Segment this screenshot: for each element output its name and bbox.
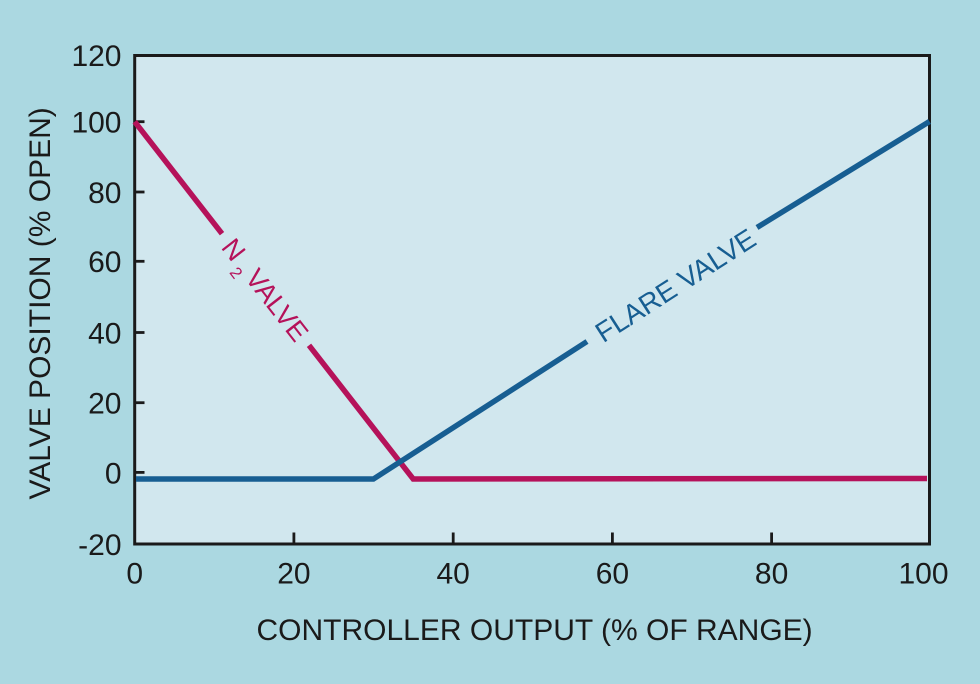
svg-text:60: 60: [88, 246, 121, 279]
svg-text:120: 120: [71, 40, 121, 73]
svg-text:20: 20: [88, 388, 121, 421]
svg-text:100: 100: [898, 558, 948, 591]
svg-text:80: 80: [755, 558, 788, 591]
svg-text:CONTROLLER OUTPUT (% OF RANGE): CONTROLLER OUTPUT (% OF RANGE): [257, 614, 813, 647]
svg-text:20: 20: [277, 558, 310, 591]
svg-text:60: 60: [596, 558, 629, 591]
svg-text:VALVE POSITION (% OPEN): VALVE POSITION (% OPEN): [24, 107, 57, 499]
svg-text:40: 40: [88, 317, 121, 350]
svg-text:100: 100: [71, 107, 121, 140]
svg-text:0: 0: [105, 457, 122, 490]
svg-text:-20: -20: [78, 529, 121, 562]
svg-text:0: 0: [126, 558, 143, 591]
svg-text:40: 40: [437, 558, 470, 591]
svg-text:80: 80: [88, 177, 121, 210]
